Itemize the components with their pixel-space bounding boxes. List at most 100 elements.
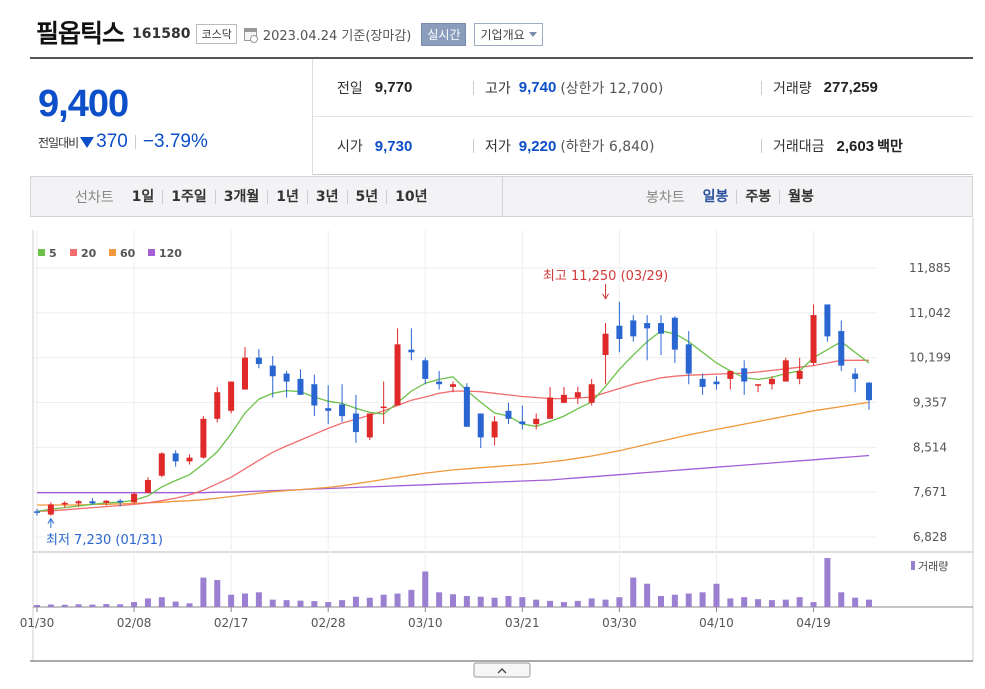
volume-bar: [463, 595, 470, 607]
candle-chart-label: 봉차트: [646, 189, 685, 206]
candle-body: [852, 373, 859, 379]
candle-chart-periods: 봉차트 일봉 주봉 월봉: [503, 177, 972, 216]
min-arrow-head: [47, 517, 55, 524]
candle-body: [89, 501, 96, 504]
candle-body: [394, 344, 401, 406]
volume-bar: [269, 599, 276, 607]
company-overview-button[interactable]: 기업개요: [474, 22, 543, 46]
upper-limit: (상한가 12,700): [560, 80, 664, 97]
volume-bar: [810, 602, 817, 607]
candle-body: [422, 360, 429, 379]
open-label: 시가: [337, 139, 363, 155]
y-tick-label: 6,828: [913, 530, 947, 544]
collapse-button[interactable]: [473, 662, 531, 678]
volume-bar: [852, 597, 859, 607]
candle-body: [533, 418, 540, 425]
candle-body: [741, 368, 748, 382]
candle-body: [630, 320, 637, 337]
volume-bar: [491, 597, 498, 607]
candle-body: [408, 349, 415, 353]
candle-body: [297, 378, 304, 395]
realtime-button[interactable]: 실시간: [421, 22, 467, 46]
period-daily[interactable]: 일봉: [702, 188, 729, 205]
candle-body: [380, 406, 387, 409]
period-1y[interactable]: 1년: [267, 189, 307, 204]
period-1d[interactable]: 1일: [131, 188, 155, 205]
volume-bar: [838, 592, 845, 607]
chevron-up-icon: [497, 668, 507, 674]
current-price: 9,400: [38, 83, 129, 125]
amount-label: 거래대금: [773, 139, 825, 155]
candle-body: [214, 392, 221, 419]
candle-body: [727, 370, 734, 379]
legend-label: 20: [81, 247, 97, 260]
candle-body: [311, 384, 318, 406]
prev-close-cell: 전일 9,770: [337, 59, 412, 117]
high-label: 고가: [485, 80, 511, 97]
candle-body: [588, 384, 595, 403]
period-1w[interactable]: 1주일: [162, 189, 215, 204]
legend-label: 120: [159, 247, 182, 260]
volume-bar: [547, 600, 554, 607]
volume-value: 277,259: [823, 79, 878, 96]
candle-body: [47, 504, 54, 515]
y-tick-label: 7,671: [913, 485, 947, 499]
volume-bar: [242, 593, 248, 607]
quote-row: 시가 9,730 저가 9,220 (하한가 6,840) 거래대금 2,603…: [313, 117, 973, 175]
amount-cell: 거래대금 2,603 백만: [773, 117, 903, 175]
volume-bar: [533, 599, 540, 607]
open-cell: 시가 9,730: [337, 117, 412, 175]
volume-bar: [519, 597, 526, 607]
change-value: 370: [96, 131, 128, 152]
candle-body: [269, 365, 276, 377]
volume-bar: [436, 592, 443, 607]
period-3y[interactable]: 3년: [306, 189, 347, 204]
legend-label: 60: [120, 247, 136, 260]
x-tick-label: 01/30: [20, 616, 55, 630]
period-10y[interactable]: 10년: [386, 189, 435, 204]
max-arrow-head: [602, 293, 609, 300]
candle-body: [699, 378, 706, 387]
volume-bar: [741, 597, 748, 607]
volume-bar: [214, 580, 221, 607]
period-5y[interactable]: 5년: [346, 189, 387, 204]
volume-bar: [89, 604, 96, 607]
candle-body: [75, 501, 82, 504]
candle-body: [685, 344, 692, 374]
legend-swatch: [38, 249, 45, 256]
volume-bar: [394, 593, 401, 607]
candle-body: [796, 370, 803, 379]
candle-body: [866, 382, 872, 401]
period-3m[interactable]: 3개월: [214, 189, 268, 204]
x-tick-label: 03/30: [602, 616, 637, 630]
quote-grid: 전일 9,770 고가 9,740 (상한가 12,700) 거래량 277,2…: [312, 59, 973, 175]
volume-bar: [158, 597, 165, 607]
volume-bar: [796, 597, 803, 607]
y-tick-label: 11,885: [909, 261, 951, 275]
divider: [473, 81, 474, 95]
candle-body: [810, 315, 817, 363]
volume-bar: [34, 605, 40, 607]
volume-bar: [325, 602, 332, 607]
period-weekly[interactable]: 주봉: [736, 189, 779, 204]
company-overview-label: 기업개요: [480, 27, 525, 42]
candle-body: [547, 397, 554, 419]
candle-body: [366, 413, 373, 438]
volume-bar: [450, 594, 456, 607]
divider: [761, 81, 762, 95]
ma120-line: [37, 454, 870, 494]
volume-bar: [61, 604, 68, 607]
quote-summary: 9,400 전일대비 370 −3.79% 전일 9,770 고가 9,740 …: [30, 57, 973, 175]
market-badge: 코스닥: [196, 24, 237, 44]
period-monthly[interactable]: 월봉: [779, 189, 822, 204]
candle-body: [34, 511, 40, 513]
candle-body: [477, 413, 484, 438]
volume-bar: [713, 583, 720, 607]
low-value: 9,220: [518, 137, 557, 155]
candle-body: [824, 304, 831, 337]
volume-bar: [283, 600, 290, 607]
y-tick-label: 8,514: [913, 440, 947, 454]
volume-bar: [297, 600, 304, 607]
candle-body: [658, 323, 664, 334]
legend-swatch: [148, 249, 155, 256]
